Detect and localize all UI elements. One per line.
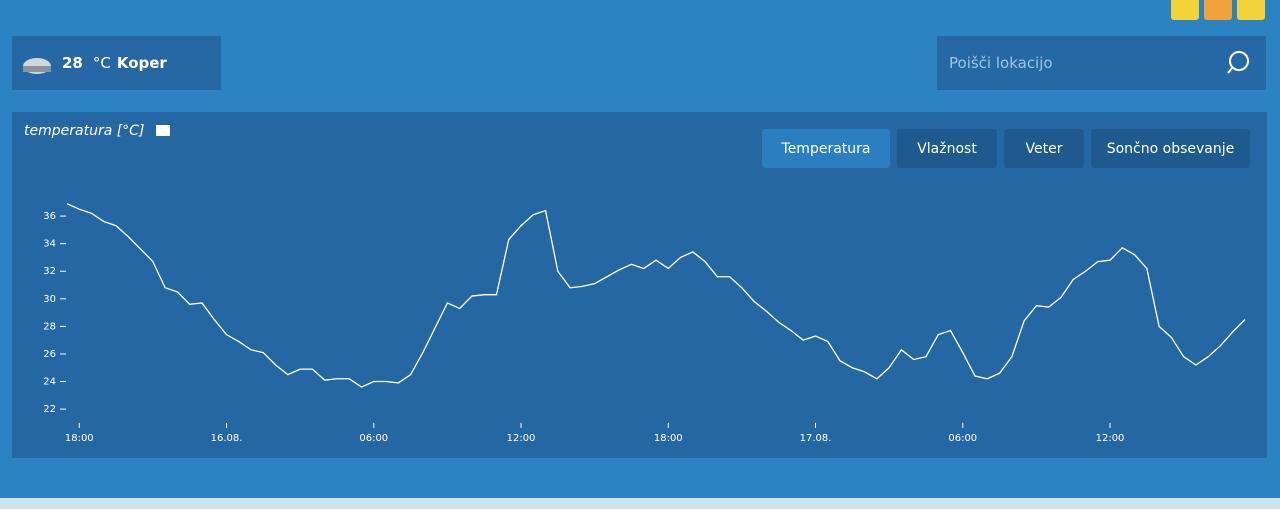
heat-icon[interactable] [1204, 0, 1232, 20]
tab[interactable]: Vlažnost [897, 129, 997, 168]
tab-label: Temperatura [781, 140, 871, 157]
tab[interactable]: Sončno obsevanje [1091, 129, 1250, 168]
location[interactable]: Koper [116, 54, 167, 72]
footer-strip [0, 498, 1280, 509]
temperature: 28 [62, 54, 83, 72]
weather-icon [23, 58, 51, 74]
tab-label: Sončno obsevanje [1106, 140, 1235, 157]
tab[interactable]: Temperatura [762, 129, 890, 168]
warning-icon[interactable] [1171, 0, 1199, 20]
search-placeholder: Poišči lokacijo [949, 54, 1053, 72]
search-icon[interactable] [1226, 50, 1252, 76]
tab-label: Vlažnost [917, 140, 977, 157]
unit: °C [92, 54, 111, 72]
tab[interactable]: Veter [1004, 129, 1084, 168]
current-weather: 28 °C Koper [12, 36, 221, 90]
tab-label: Veter [1025, 140, 1063, 157]
search-box[interactable]: Poišči lokacijo [937, 36, 1266, 90]
fire-icon[interactable] [1237, 0, 1265, 20]
